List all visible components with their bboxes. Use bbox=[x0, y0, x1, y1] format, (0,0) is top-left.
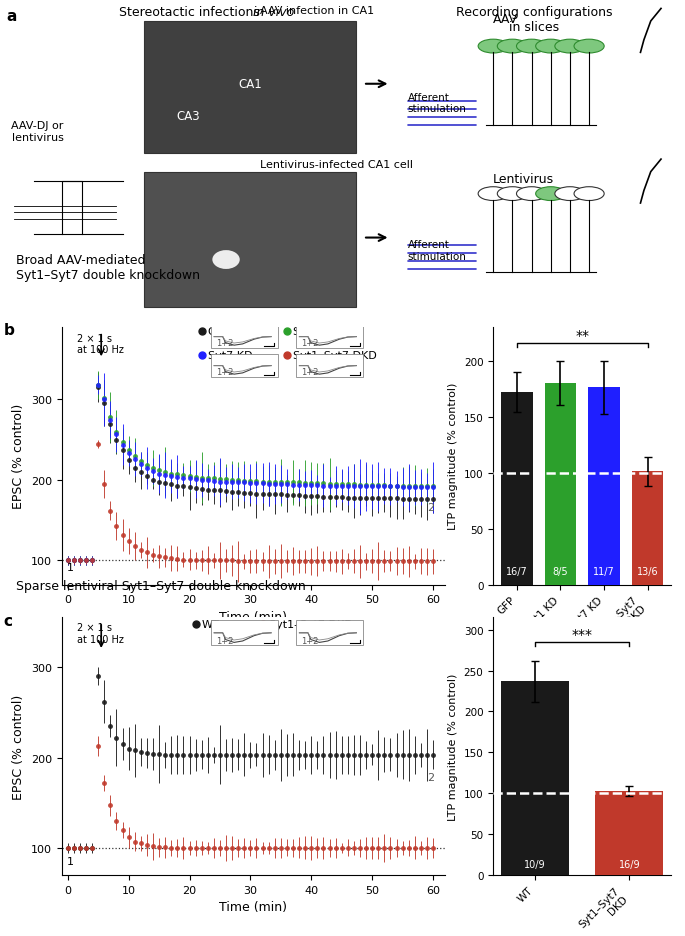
X-axis label: Time (min): Time (min) bbox=[219, 610, 288, 623]
Circle shape bbox=[516, 187, 547, 201]
X-axis label: Time (min): Time (min) bbox=[219, 900, 288, 914]
Circle shape bbox=[555, 40, 585, 54]
Bar bbox=[144, 172, 356, 307]
Circle shape bbox=[497, 187, 527, 201]
Bar bbox=[588, 388, 620, 585]
Bar bbox=[501, 392, 533, 585]
Circle shape bbox=[574, 40, 604, 54]
Text: 1+2: 1+2 bbox=[216, 636, 234, 645]
Text: c: c bbox=[3, 613, 12, 628]
Circle shape bbox=[555, 187, 585, 201]
Bar bbox=[595, 791, 663, 875]
Bar bbox=[545, 384, 576, 585]
Circle shape bbox=[516, 40, 547, 54]
Bar bbox=[632, 472, 663, 585]
Text: GFP: GFP bbox=[208, 327, 229, 337]
Text: 13/6: 13/6 bbox=[637, 566, 658, 576]
Text: **: ** bbox=[575, 329, 589, 343]
Y-axis label: EPSC (% control): EPSC (% control) bbox=[12, 403, 25, 509]
Text: in vivo: in vivo bbox=[253, 7, 295, 20]
Text: 1+2: 1+2 bbox=[216, 368, 234, 377]
Y-axis label: LTP magnitude (% control): LTP magnitude (% control) bbox=[448, 383, 458, 530]
Circle shape bbox=[478, 187, 508, 201]
Y-axis label: EPSC (% control): EPSC (% control) bbox=[12, 694, 25, 799]
Bar bbox=[211, 355, 278, 377]
Text: b: b bbox=[3, 323, 14, 338]
Text: AAV: AAV bbox=[493, 12, 519, 25]
Bar bbox=[144, 22, 356, 154]
Text: WT: WT bbox=[201, 619, 219, 629]
Text: Lentivirus: Lentivirus bbox=[493, 172, 554, 185]
Text: a: a bbox=[7, 9, 17, 24]
Text: AAV-DJ or
lentivirus: AAV-DJ or lentivirus bbox=[12, 121, 64, 142]
Text: Afferent
stimulation: Afferent stimulation bbox=[408, 93, 466, 114]
Circle shape bbox=[574, 187, 604, 201]
Y-axis label: LTP magnitude (% control): LTP magnitude (% control) bbox=[448, 673, 458, 820]
Text: 1: 1 bbox=[67, 856, 74, 867]
Bar bbox=[501, 681, 569, 875]
Text: 2 × 1 s
at 100 Hz: 2 × 1 s at 100 Hz bbox=[77, 622, 124, 644]
Text: AAV infection in CA1: AAV infection in CA1 bbox=[253, 7, 375, 16]
Text: 1: 1 bbox=[67, 563, 74, 573]
Text: Syt1–Syt7 DKD: Syt1–Syt7 DKD bbox=[293, 351, 377, 360]
Bar bbox=[211, 621, 278, 646]
Text: 1+2: 1+2 bbox=[216, 339, 234, 348]
Bar bbox=[211, 326, 278, 348]
Bar bbox=[296, 355, 363, 377]
Text: 2: 2 bbox=[427, 772, 434, 782]
Circle shape bbox=[478, 40, 508, 54]
Text: Broad AAV-mediated
Syt1–Syt7 double knockdown: Broad AAV-mediated Syt1–Syt7 double knoc… bbox=[16, 254, 199, 282]
Text: Syt1–Syt7 DKD: Syt1–Syt7 DKD bbox=[269, 619, 352, 629]
Text: 16/7: 16/7 bbox=[506, 566, 528, 576]
Ellipse shape bbox=[212, 251, 240, 270]
Text: 2: 2 bbox=[427, 503, 434, 512]
Text: Stereotactic infections: Stereotactic infections bbox=[119, 7, 264, 20]
Circle shape bbox=[536, 187, 566, 201]
Text: Syt7 KD: Syt7 KD bbox=[208, 351, 252, 360]
Bar bbox=[296, 621, 363, 646]
Text: 11/7: 11/7 bbox=[593, 566, 615, 576]
Text: CA3: CA3 bbox=[177, 110, 200, 123]
Text: 16/9: 16/9 bbox=[619, 858, 640, 869]
Text: 1+2: 1+2 bbox=[301, 368, 319, 377]
Text: Sparse lentiviral Syt1–Syt7 double knockdown: Sparse lentiviral Syt1–Syt7 double knock… bbox=[16, 579, 306, 592]
Text: ***: *** bbox=[572, 627, 593, 641]
Text: 1+2: 1+2 bbox=[301, 636, 319, 645]
Circle shape bbox=[497, 40, 527, 54]
Text: Afferent
stimulation: Afferent stimulation bbox=[408, 240, 466, 262]
Text: CA1: CA1 bbox=[238, 79, 262, 91]
Text: 8/5: 8/5 bbox=[553, 566, 569, 576]
Text: Lentivirus-infected CA1 cell: Lentivirus-infected CA1 cell bbox=[253, 160, 414, 170]
Text: Recording configurations
in slices: Recording configurations in slices bbox=[456, 7, 612, 35]
Text: 1+2: 1+2 bbox=[301, 339, 319, 348]
Text: 10/9: 10/9 bbox=[525, 858, 546, 869]
Circle shape bbox=[536, 40, 566, 54]
Bar bbox=[296, 326, 363, 348]
Text: Syt1 KD: Syt1 KD bbox=[293, 327, 338, 337]
Text: 2 × 1 s
at 100 Hz: 2 × 1 s at 100 Hz bbox=[77, 333, 124, 355]
